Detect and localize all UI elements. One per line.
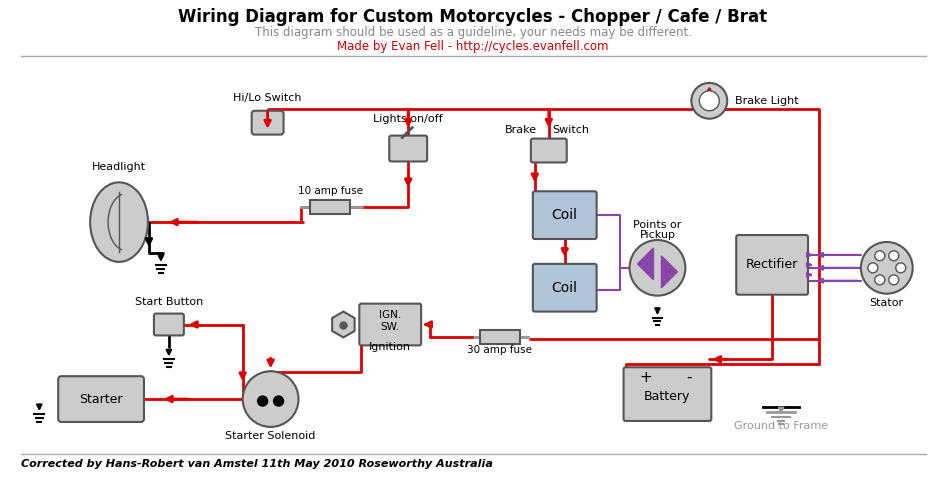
Polygon shape	[661, 256, 677, 288]
Text: Coil: Coil	[552, 281, 578, 295]
Circle shape	[630, 240, 686, 296]
Circle shape	[274, 396, 283, 406]
Circle shape	[889, 251, 899, 261]
Circle shape	[889, 275, 899, 285]
Text: 30 amp fuse: 30 amp fuse	[468, 345, 532, 355]
Text: Headlight: Headlight	[92, 162, 146, 172]
Text: Coil: Coil	[552, 208, 578, 222]
Text: Battery: Battery	[644, 390, 690, 403]
Polygon shape	[637, 248, 653, 280]
Circle shape	[875, 275, 884, 285]
Text: Switch: Switch	[552, 125, 589, 134]
Text: Corrected by Hans-Robert van Amstel 11th May 2010 Roseworthy Australia: Corrected by Hans-Robert van Amstel 11th…	[22, 459, 493, 468]
Text: IGN.: IGN.	[379, 310, 402, 320]
Circle shape	[896, 263, 905, 273]
FancyBboxPatch shape	[533, 264, 597, 312]
Text: -: -	[687, 370, 692, 385]
Bar	[311, 200, 350, 214]
Text: SW.: SW.	[381, 323, 400, 333]
Text: Ground to Frame: Ground to Frame	[734, 421, 829, 431]
Text: This diagram should be used as a guideline, your needs may be different.: This diagram should be used as a guideli…	[255, 26, 691, 39]
FancyBboxPatch shape	[154, 313, 184, 336]
Circle shape	[242, 371, 298, 427]
Circle shape	[875, 251, 884, 261]
FancyBboxPatch shape	[389, 136, 427, 161]
Text: Made by Evan Fell - http://cycles.evanfell.com: Made by Evan Fell - http://cycles.evanfe…	[337, 40, 609, 53]
FancyBboxPatch shape	[533, 192, 597, 239]
Text: Wiring Diagram for Custom Motorcycles - Chopper / Cafe / Brat: Wiring Diagram for Custom Motorcycles - …	[178, 8, 768, 26]
Ellipse shape	[90, 182, 148, 262]
FancyBboxPatch shape	[359, 304, 421, 346]
Text: Stator: Stator	[869, 298, 903, 308]
Text: 10 amp fuse: 10 amp fuse	[298, 186, 363, 196]
Text: Start Button: Start Button	[134, 297, 203, 307]
Text: Brake Light: Brake Light	[735, 96, 799, 106]
Circle shape	[861, 242, 913, 294]
Circle shape	[867, 263, 878, 273]
Text: Points or: Points or	[634, 220, 682, 230]
Text: Rectifier: Rectifier	[746, 258, 798, 271]
Circle shape	[699, 91, 720, 111]
FancyBboxPatch shape	[736, 235, 808, 295]
Text: Brake: Brake	[505, 125, 537, 134]
Polygon shape	[332, 312, 354, 337]
Text: Lights on/off: Lights on/off	[373, 114, 443, 124]
Text: +: +	[639, 370, 652, 385]
Text: Ignition: Ignition	[369, 342, 411, 352]
Text: Starter: Starter	[80, 393, 123, 406]
FancyBboxPatch shape	[531, 139, 566, 162]
Text: Hi/Lo Switch: Hi/Lo Switch	[233, 93, 302, 103]
Text: Starter Solenoid: Starter Solenoid	[225, 431, 315, 441]
Circle shape	[258, 396, 268, 406]
FancyBboxPatch shape	[623, 367, 711, 421]
Text: Pickup: Pickup	[639, 230, 675, 240]
FancyBboxPatch shape	[58, 376, 144, 422]
FancyBboxPatch shape	[252, 111, 283, 134]
Bar	[480, 330, 520, 344]
Circle shape	[691, 83, 727, 119]
